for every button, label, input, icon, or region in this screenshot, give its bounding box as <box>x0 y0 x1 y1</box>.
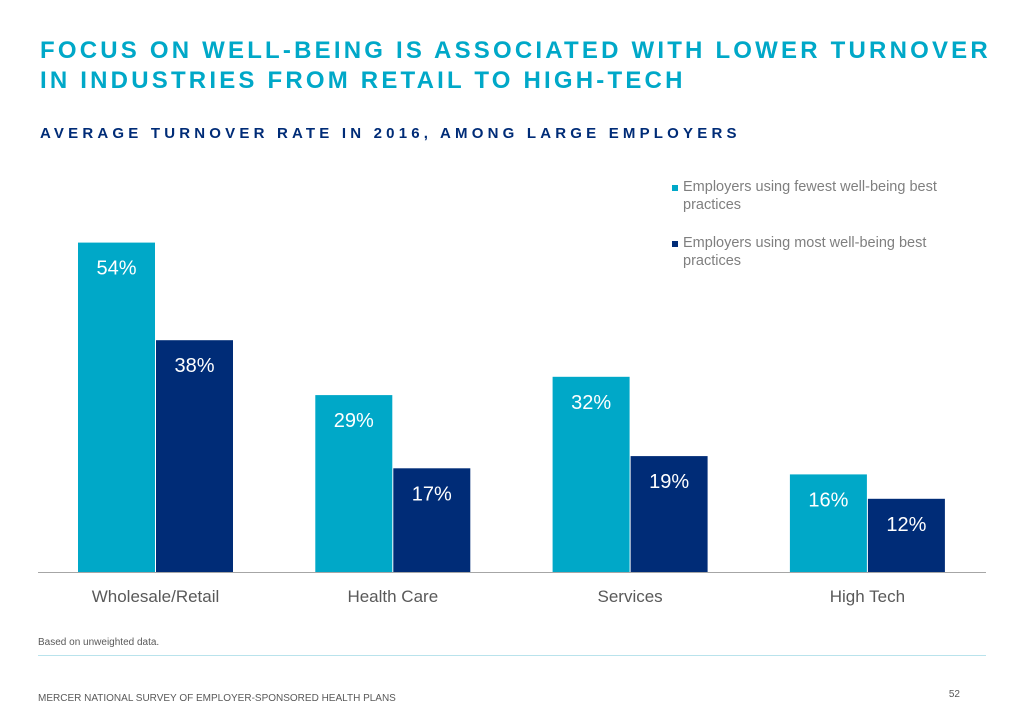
data-label: 19% <box>649 471 689 493</box>
bar <box>156 340 233 572</box>
chart-legend: Employers using fewest well-being best p… <box>672 178 972 290</box>
legend-label: Employers using most well-being best pra… <box>683 235 927 269</box>
data-label: 29% <box>334 410 374 432</box>
bar <box>552 376 630 572</box>
bar <box>789 474 867 572</box>
bar <box>78 242 155 572</box>
data-label: 54% <box>96 258 136 280</box>
divider <box>38 655 986 656</box>
data-label: 38% <box>174 355 214 377</box>
category-label: Health Care <box>347 587 438 606</box>
page-title: FOCUS ON WELL-BEING IS ASSOCIATED WITH L… <box>40 37 991 94</box>
bar-chart: 54% 38% Wholesale/Retail 29% 17% Health Care 3… <box>38 242 986 606</box>
data-label: 17% <box>412 483 452 505</box>
data-label: 12% <box>886 514 926 536</box>
legend-item-most: Employers using most well-being best pra… <box>672 234 972 270</box>
data-label: 16% <box>808 489 848 511</box>
category-label: Wholesale/Retail <box>92 587 220 606</box>
legend-item-fewest: Employers using fewest well-being best p… <box>672 178 972 214</box>
bar <box>630 456 708 572</box>
category-label: High Tech <box>830 587 905 606</box>
data-note: Based on unweighted data. <box>38 637 160 648</box>
bar <box>867 498 945 572</box>
legend-label: Employers using fewest well-being best p… <box>683 179 937 213</box>
footer-source: MERCER NATIONAL SURVEY OF EMPLOYER-SPONS… <box>38 693 396 704</box>
chart-subtitle: AVERAGE TURNOVER RATE IN 2016, AMONG LAR… <box>40 125 741 142</box>
category-label: Services <box>598 587 663 606</box>
page-number: 52 <box>948 689 960 700</box>
data-label: 32% <box>571 392 611 414</box>
legend-swatch <box>672 241 678 247</box>
bar <box>315 395 393 572</box>
bar <box>393 468 471 572</box>
legend-swatch <box>672 185 678 191</box>
